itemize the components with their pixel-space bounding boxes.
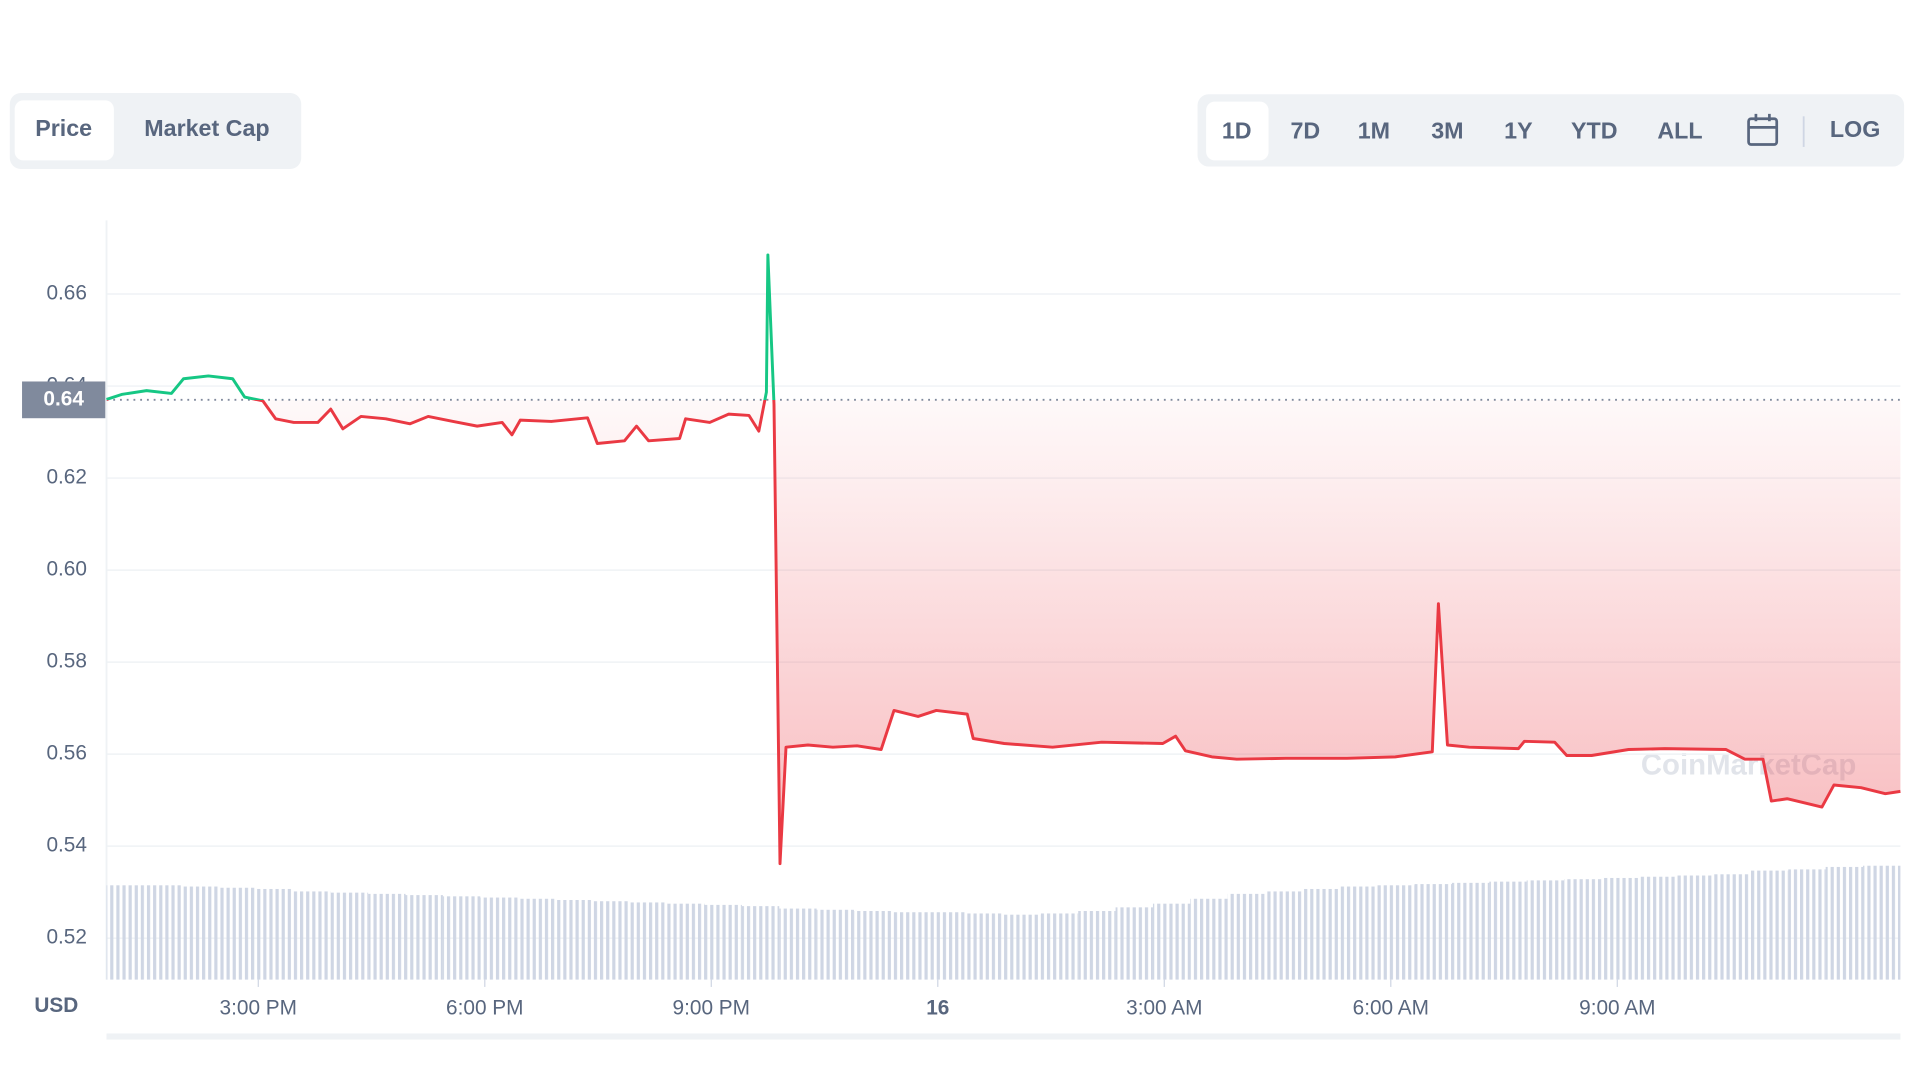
volume-bar bbox=[1003, 914, 1041, 980]
volume-bar bbox=[405, 895, 443, 980]
volume-bar bbox=[368, 893, 406, 980]
volume-bar bbox=[1414, 884, 1452, 980]
volume-bar bbox=[218, 887, 257, 980]
y-tick-label: 0.62 bbox=[46, 466, 86, 489]
volume-bar bbox=[1339, 886, 1378, 980]
volume-bar bbox=[1377, 885, 1415, 980]
tab-button[interactable]: Price bbox=[35, 115, 92, 141]
axis-label: USD bbox=[34, 994, 78, 1017]
y-tick-label: 0.56 bbox=[46, 742, 86, 765]
volume-bar bbox=[442, 896, 481, 980]
volume-bar bbox=[741, 906, 780, 980]
price-line bbox=[106, 253, 1901, 866]
y-tick-label: 0.58 bbox=[46, 650, 86, 673]
volume-bar bbox=[629, 902, 668, 980]
volume-bar bbox=[330, 892, 369, 980]
volume-bar bbox=[928, 912, 967, 980]
log-button[interactable]: LOG bbox=[1830, 116, 1880, 142]
volume-bar bbox=[293, 891, 331, 980]
range-switch bbox=[1197, 94, 1905, 167]
volume-bar bbox=[1638, 876, 1677, 980]
volume-bar bbox=[480, 897, 518, 980]
range-button[interactable]: 7D bbox=[1290, 117, 1320, 143]
navigator-bar bbox=[106, 1033, 1901, 1040]
volume-bar bbox=[1451, 882, 1490, 980]
tab-button[interactable]: Market Cap bbox=[144, 115, 269, 141]
range-button[interactable]: ALL bbox=[1657, 117, 1702, 143]
volume-bar bbox=[704, 904, 742, 980]
volume-bar bbox=[966, 913, 1004, 980]
volume-bar bbox=[555, 900, 593, 980]
volume-bar bbox=[1489, 881, 1527, 980]
volume-bar bbox=[891, 912, 929, 980]
volume-bar bbox=[816, 909, 854, 980]
x-tick-label: 9:00 AM bbox=[1579, 996, 1655, 1019]
tab-active-bg bbox=[14, 100, 114, 161]
x-tick-label: 6:00 AM bbox=[1353, 996, 1429, 1019]
range-button[interactable]: 1D bbox=[1222, 117, 1252, 143]
volume-bar bbox=[1040, 913, 1079, 980]
volume-bar bbox=[1190, 898, 1228, 980]
x-tick-label: 6:00 PM bbox=[446, 996, 523, 1019]
volume-bar bbox=[1526, 880, 1565, 980]
volume-bar bbox=[1863, 865, 1901, 980]
range-button[interactable]: 1Y bbox=[1504, 117, 1533, 143]
area-fill bbox=[258, 399, 1901, 864]
volume-bar bbox=[106, 885, 144, 980]
y-tick-label: 0.66 bbox=[46, 282, 86, 305]
volume-bar bbox=[1115, 907, 1153, 980]
y-tick-label: 0.54 bbox=[46, 834, 86, 857]
volume-bar bbox=[517, 898, 555, 980]
volume-bar bbox=[1265, 891, 1303, 980]
volume-bar bbox=[1825, 866, 1864, 980]
range-button[interactable]: 3M bbox=[1431, 117, 1463, 143]
range-button[interactable]: YTD bbox=[1571, 117, 1618, 143]
volume-bar bbox=[1750, 870, 1789, 980]
volume-bar bbox=[779, 908, 817, 980]
reference-label: 0.64 bbox=[43, 387, 84, 410]
volume-bar bbox=[1601, 877, 1639, 980]
reference-label-bg bbox=[22, 381, 106, 419]
x-tick-label: 9:00 PM bbox=[673, 996, 750, 1019]
volume-bar bbox=[1078, 911, 1116, 980]
volume-bar bbox=[592, 901, 630, 980]
x-tick-label: 3:00 PM bbox=[220, 996, 297, 1019]
volume-bar bbox=[256, 888, 294, 980]
calendar-button[interactable] bbox=[1747, 113, 1779, 146]
volume-bar bbox=[853, 911, 892, 980]
volume-bar bbox=[1713, 874, 1751, 980]
range-active-bg bbox=[1206, 101, 1269, 161]
y-tick-label: 0.60 bbox=[46, 558, 86, 581]
volume-bar bbox=[181, 886, 219, 980]
volume-bar bbox=[1676, 875, 1714, 980]
y-tick-label: 0.52 bbox=[46, 926, 86, 949]
range-button[interactable]: 1M bbox=[1358, 117, 1390, 143]
volume-bar bbox=[143, 885, 182, 980]
volume-bar bbox=[1788, 869, 1826, 980]
x-tick-label: 3:00 AM bbox=[1126, 996, 1202, 1019]
volume-bar bbox=[667, 903, 705, 980]
volume-bar bbox=[1227, 893, 1266, 980]
x-tick-label: 16 bbox=[926, 996, 949, 1019]
volume-bar bbox=[1152, 903, 1191, 980]
volume-bar bbox=[1302, 888, 1340, 980]
volume-bar bbox=[1564, 879, 1602, 980]
